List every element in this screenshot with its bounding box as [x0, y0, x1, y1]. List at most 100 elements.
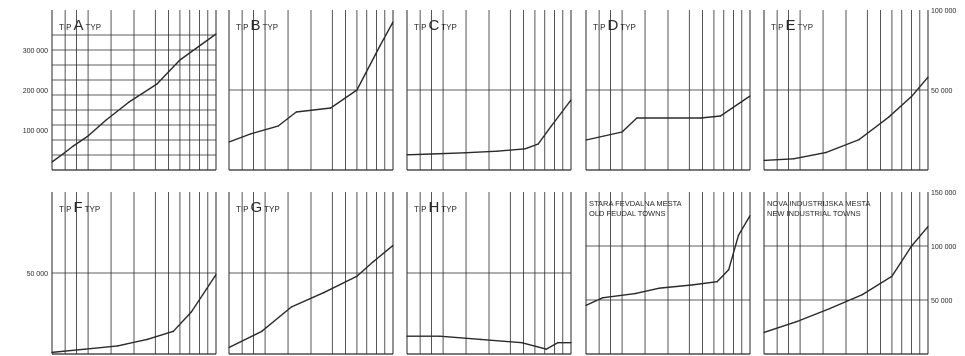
- panel-title-part: TIP: [593, 23, 605, 32]
- data-point: [249, 133, 252, 135]
- data-point: [700, 117, 702, 119]
- data-point: [621, 131, 623, 133]
- data-point: [128, 101, 130, 103]
- panel-title-part: TYP: [264, 205, 280, 214]
- data-point: [329, 107, 332, 109]
- data-point: [891, 275, 893, 278]
- panel-title: TIP H TYP: [414, 199, 457, 216]
- data-point: [858, 138, 860, 141]
- data-point: [910, 245, 913, 247]
- panel-title: TIP D TYP: [593, 17, 636, 34]
- data-point: [87, 135, 89, 137]
- data-point: [172, 330, 175, 333]
- data-point: [430, 153, 433, 155]
- data-point: [636, 117, 638, 119]
- y-tick-label: 200 000: [23, 88, 48, 95]
- y-tick-label: 100 000: [931, 8, 956, 15]
- panel-title-part: TYP: [85, 205, 101, 214]
- data-point: [861, 293, 864, 296]
- panel-title-part: TYP: [797, 23, 813, 32]
- panel-title-line: STARA FEVDALNA MESTA: [589, 199, 682, 208]
- panel-title-part: TIP: [236, 23, 248, 32]
- data-point: [51, 161, 53, 163]
- panel-title-part: TYP: [441, 23, 457, 32]
- panel-title: TIP B TYP: [236, 17, 278, 34]
- data-point: [585, 304, 587, 307]
- data-point: [84, 348, 86, 350]
- data-point: [215, 33, 217, 35]
- data-point: [228, 346, 230, 349]
- data-point: [545, 348, 548, 350]
- panel-title: TIP F TYP: [59, 199, 100, 216]
- data-point: [295, 111, 298, 113]
- data-point: [825, 151, 828, 154]
- data-point: [463, 152, 466, 154]
- panel-title: TIP A TYP: [59, 17, 101, 34]
- data-point: [51, 351, 53, 354]
- data-point: [61, 154, 63, 156]
- data-point: [927, 76, 929, 78]
- data-point: [716, 280, 718, 283]
- data-point: [323, 291, 325, 294]
- panel-title-part: TIP: [414, 205, 426, 214]
- y-tick-label: 100 000: [931, 244, 956, 251]
- data-point: [557, 341, 559, 344]
- data-point: [356, 89, 358, 91]
- data-point: [379, 45, 381, 47]
- panel-title-part: D: [607, 17, 618, 34]
- data-point: [792, 158, 795, 160]
- data-point: [179, 59, 181, 61]
- y-tick-label: 50 000: [931, 298, 953, 305]
- data-point: [261, 330, 263, 333]
- panel-title-part: B: [250, 17, 260, 34]
- data-point: [691, 284, 694, 286]
- y-tick-label: 50 000: [27, 271, 49, 278]
- data-point: [796, 320, 798, 323]
- panel-title-line: NEW INDUSTRIAL TOWNS: [767, 209, 861, 218]
- data-point: [116, 345, 119, 347]
- panel-title: TIP G TYP: [236, 199, 280, 216]
- y-tick-label: 300 000: [23, 48, 48, 55]
- data-point: [910, 95, 913, 98]
- data-point: [570, 341, 572, 344]
- panel-title-part: F: [73, 199, 82, 216]
- data-point: [570, 99, 572, 101]
- data-point: [727, 268, 730, 271]
- data-point: [439, 335, 441, 337]
- y-tick-label: 150 000: [931, 190, 956, 197]
- data-point: [828, 307, 831, 310]
- data-point: [277, 125, 280, 127]
- data-point: [392, 244, 394, 247]
- data-point: [372, 260, 375, 263]
- data-point: [406, 335, 408, 337]
- data-point: [524, 148, 526, 150]
- panel-title-part: TIP: [59, 205, 71, 214]
- panel-title-part: C: [428, 17, 439, 34]
- panel-title: TIP C TYP: [414, 17, 457, 34]
- panel-title-part: TIP: [414, 23, 426, 32]
- data-point: [550, 125, 553, 127]
- panel-title-part: TYP: [262, 23, 278, 32]
- data-point: [521, 341, 523, 344]
- data-point: [763, 159, 765, 162]
- panel-title-part: A: [73, 17, 83, 34]
- data-point: [634, 292, 636, 295]
- panel-title-part: G: [250, 199, 262, 216]
- data-point: [927, 225, 929, 228]
- panel-title-part: H: [428, 199, 439, 216]
- data-point: [887, 116, 890, 118]
- panel-title-line: NOVA INDUSTRIJSKA MESTA: [767, 199, 871, 208]
- data-point: [105, 119, 107, 121]
- data-point: [496, 150, 499, 152]
- data-point: [537, 143, 539, 145]
- panel-title-part: TYP: [620, 23, 636, 32]
- y-tick-label: 50 000: [931, 88, 953, 95]
- data-point: [737, 234, 740, 236]
- panel-title-part: TYP: [85, 23, 101, 32]
- panel-title-part: TIP: [236, 205, 248, 214]
- series-line: [406, 99, 572, 156]
- data-point: [356, 275, 358, 278]
- data-point: [480, 338, 482, 341]
- data-point: [659, 287, 661, 289]
